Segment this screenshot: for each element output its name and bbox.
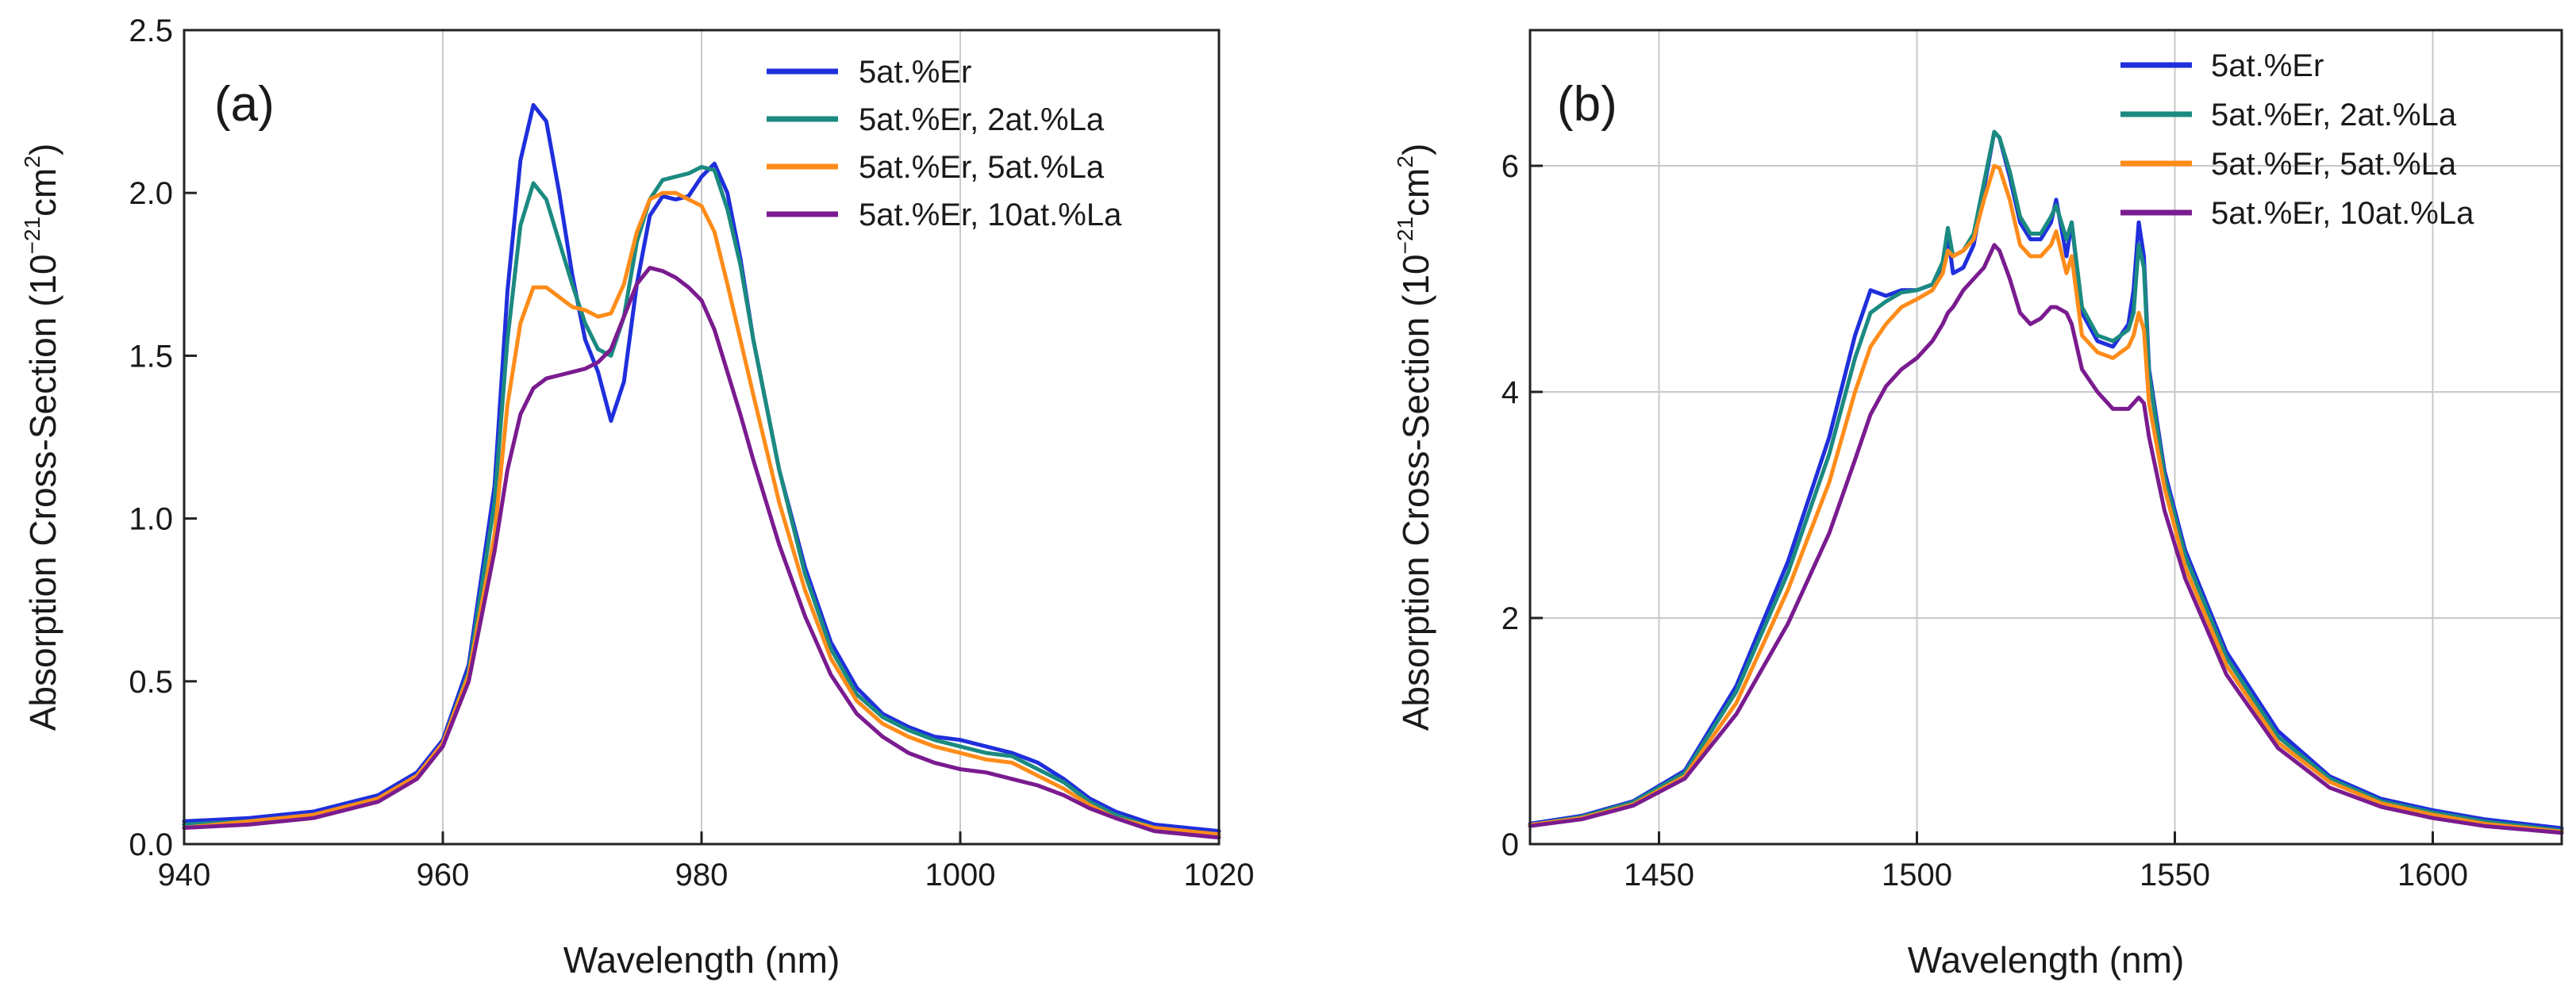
y-tick-label-a-5: 2.5: [129, 13, 173, 48]
legend-label-b-3: 5at.%Er, 10at.%La: [2211, 196, 2474, 231]
y-title-suffix: ): [22, 144, 63, 155]
x-tick-label-a-3: 1000: [925, 858, 996, 892]
x-tick-label-a-4: 1020: [1184, 858, 1255, 892]
y-title-suffix: ): [1395, 144, 1436, 155]
series-line-b-0: [1528, 129, 2564, 831]
series-line-b-2: [1528, 163, 2564, 834]
y-tick-label-a-0: 0.0: [129, 827, 173, 862]
y-title-exponent: −21: [1393, 217, 1417, 255]
y-tick-label-b-3: 6: [1501, 149, 1519, 184]
y-title-prefix: Absorption Cross-Section (10: [22, 254, 63, 731]
y-title-prefix: Absorption Cross-Section (10: [1395, 254, 1436, 731]
legend-label-b-1: 5at.%Er, 2at.%La: [2211, 98, 2457, 132]
y-tick-label-b-2: 4: [1501, 375, 1519, 410]
x-tick-label-a-1: 960: [417, 858, 470, 892]
panel-a-legend: 5at.%Er 5at.%Er, 2at.%La 5at.%Er, 5at.%L…: [767, 55, 1122, 232]
panel-a-label: (a): [214, 77, 275, 132]
legend-label-a-1: 5at.%Er, 2at.%La: [859, 102, 1105, 137]
legend-label-b-0: 5at.%Er: [2211, 48, 2324, 83]
panel-b-y-axis-title: Absorption Cross-Section (10−21cm2): [1393, 144, 1436, 731]
y-tick-label-b-0: 0: [1501, 827, 1519, 862]
panel-a-y-axis-title: Absorption Cross-Section (10−21cm2): [20, 144, 63, 731]
y-tick-label-a-2: 1.0: [129, 502, 173, 537]
y-tick-label-a-3: 1.5: [129, 339, 173, 374]
panel-a-x-axis-title: Wavelength (nm): [563, 939, 840, 981]
y-title-exponent: −21: [20, 217, 44, 255]
y-tick-label-a-4: 2.0: [129, 176, 173, 211]
legend-label-a-3: 5at.%Er, 10at.%La: [859, 198, 1122, 232]
legend-label-a-0: 5at.%Er: [859, 55, 971, 90]
panel-b-plot-frame: [1528, 29, 2563, 846]
series-line-b-3: [1528, 243, 2564, 835]
y-title-unit: cm: [22, 168, 63, 217]
legend-label-b-2: 5at.%Er, 5at.%La: [2211, 147, 2457, 182]
panel-a-ticks: 940 960 980 1000 1020 0.0 0.5 1.0 1.5 2.0 2.5: [129, 13, 1254, 892]
panel-b-legend: 5at.%Er 5at.%Er, 2at.%La 5at.%Er, 5at.%L…: [2120, 48, 2474, 231]
legend-label-a-2: 5at.%Er, 5at.%La: [859, 150, 1105, 185]
y-tick-label-b-1: 2: [1501, 601, 1519, 636]
series-line-a-2: [182, 190, 1221, 837]
x-tick-label-b-0: 1450: [1624, 858, 1694, 892]
y-title-unit-exponent: 2: [1393, 155, 1417, 168]
x-tick-label-b-2: 1550: [2140, 858, 2210, 892]
panel-b-chart: 1450 1500 1550 1600 0 2 4 6 (b) Wavelength (nm)…: [1393, 29, 2564, 981]
panel-a-series: [182, 102, 1221, 840]
panel-b-grid: [1530, 30, 2562, 844]
x-tick-label-a-0: 940: [158, 858, 211, 892]
y-title-unit-exponent: 2: [20, 155, 44, 168]
y-tick-label-a-1: 0.5: [129, 665, 173, 700]
x-tick-label-a-2: 980: [675, 858, 729, 892]
y-title-unit: cm: [1395, 168, 1436, 217]
panel-b-label: (b): [1557, 77, 1617, 132]
x-tick-label-b-3: 1600: [2397, 858, 2468, 892]
series-line-b-1: [1528, 129, 2564, 833]
panel-b-series: [1528, 129, 2564, 835]
series-line-a-1: [182, 164, 1221, 837]
series-line-a-3: [182, 266, 1221, 840]
x-tick-label-b-1: 1500: [1882, 858, 1952, 892]
panel-b-x-axis-title: Wavelength (nm): [1908, 939, 2185, 981]
panel-b-ticks: 1450 1500 1550 1600 0 2 4 6: [1501, 149, 2468, 892]
